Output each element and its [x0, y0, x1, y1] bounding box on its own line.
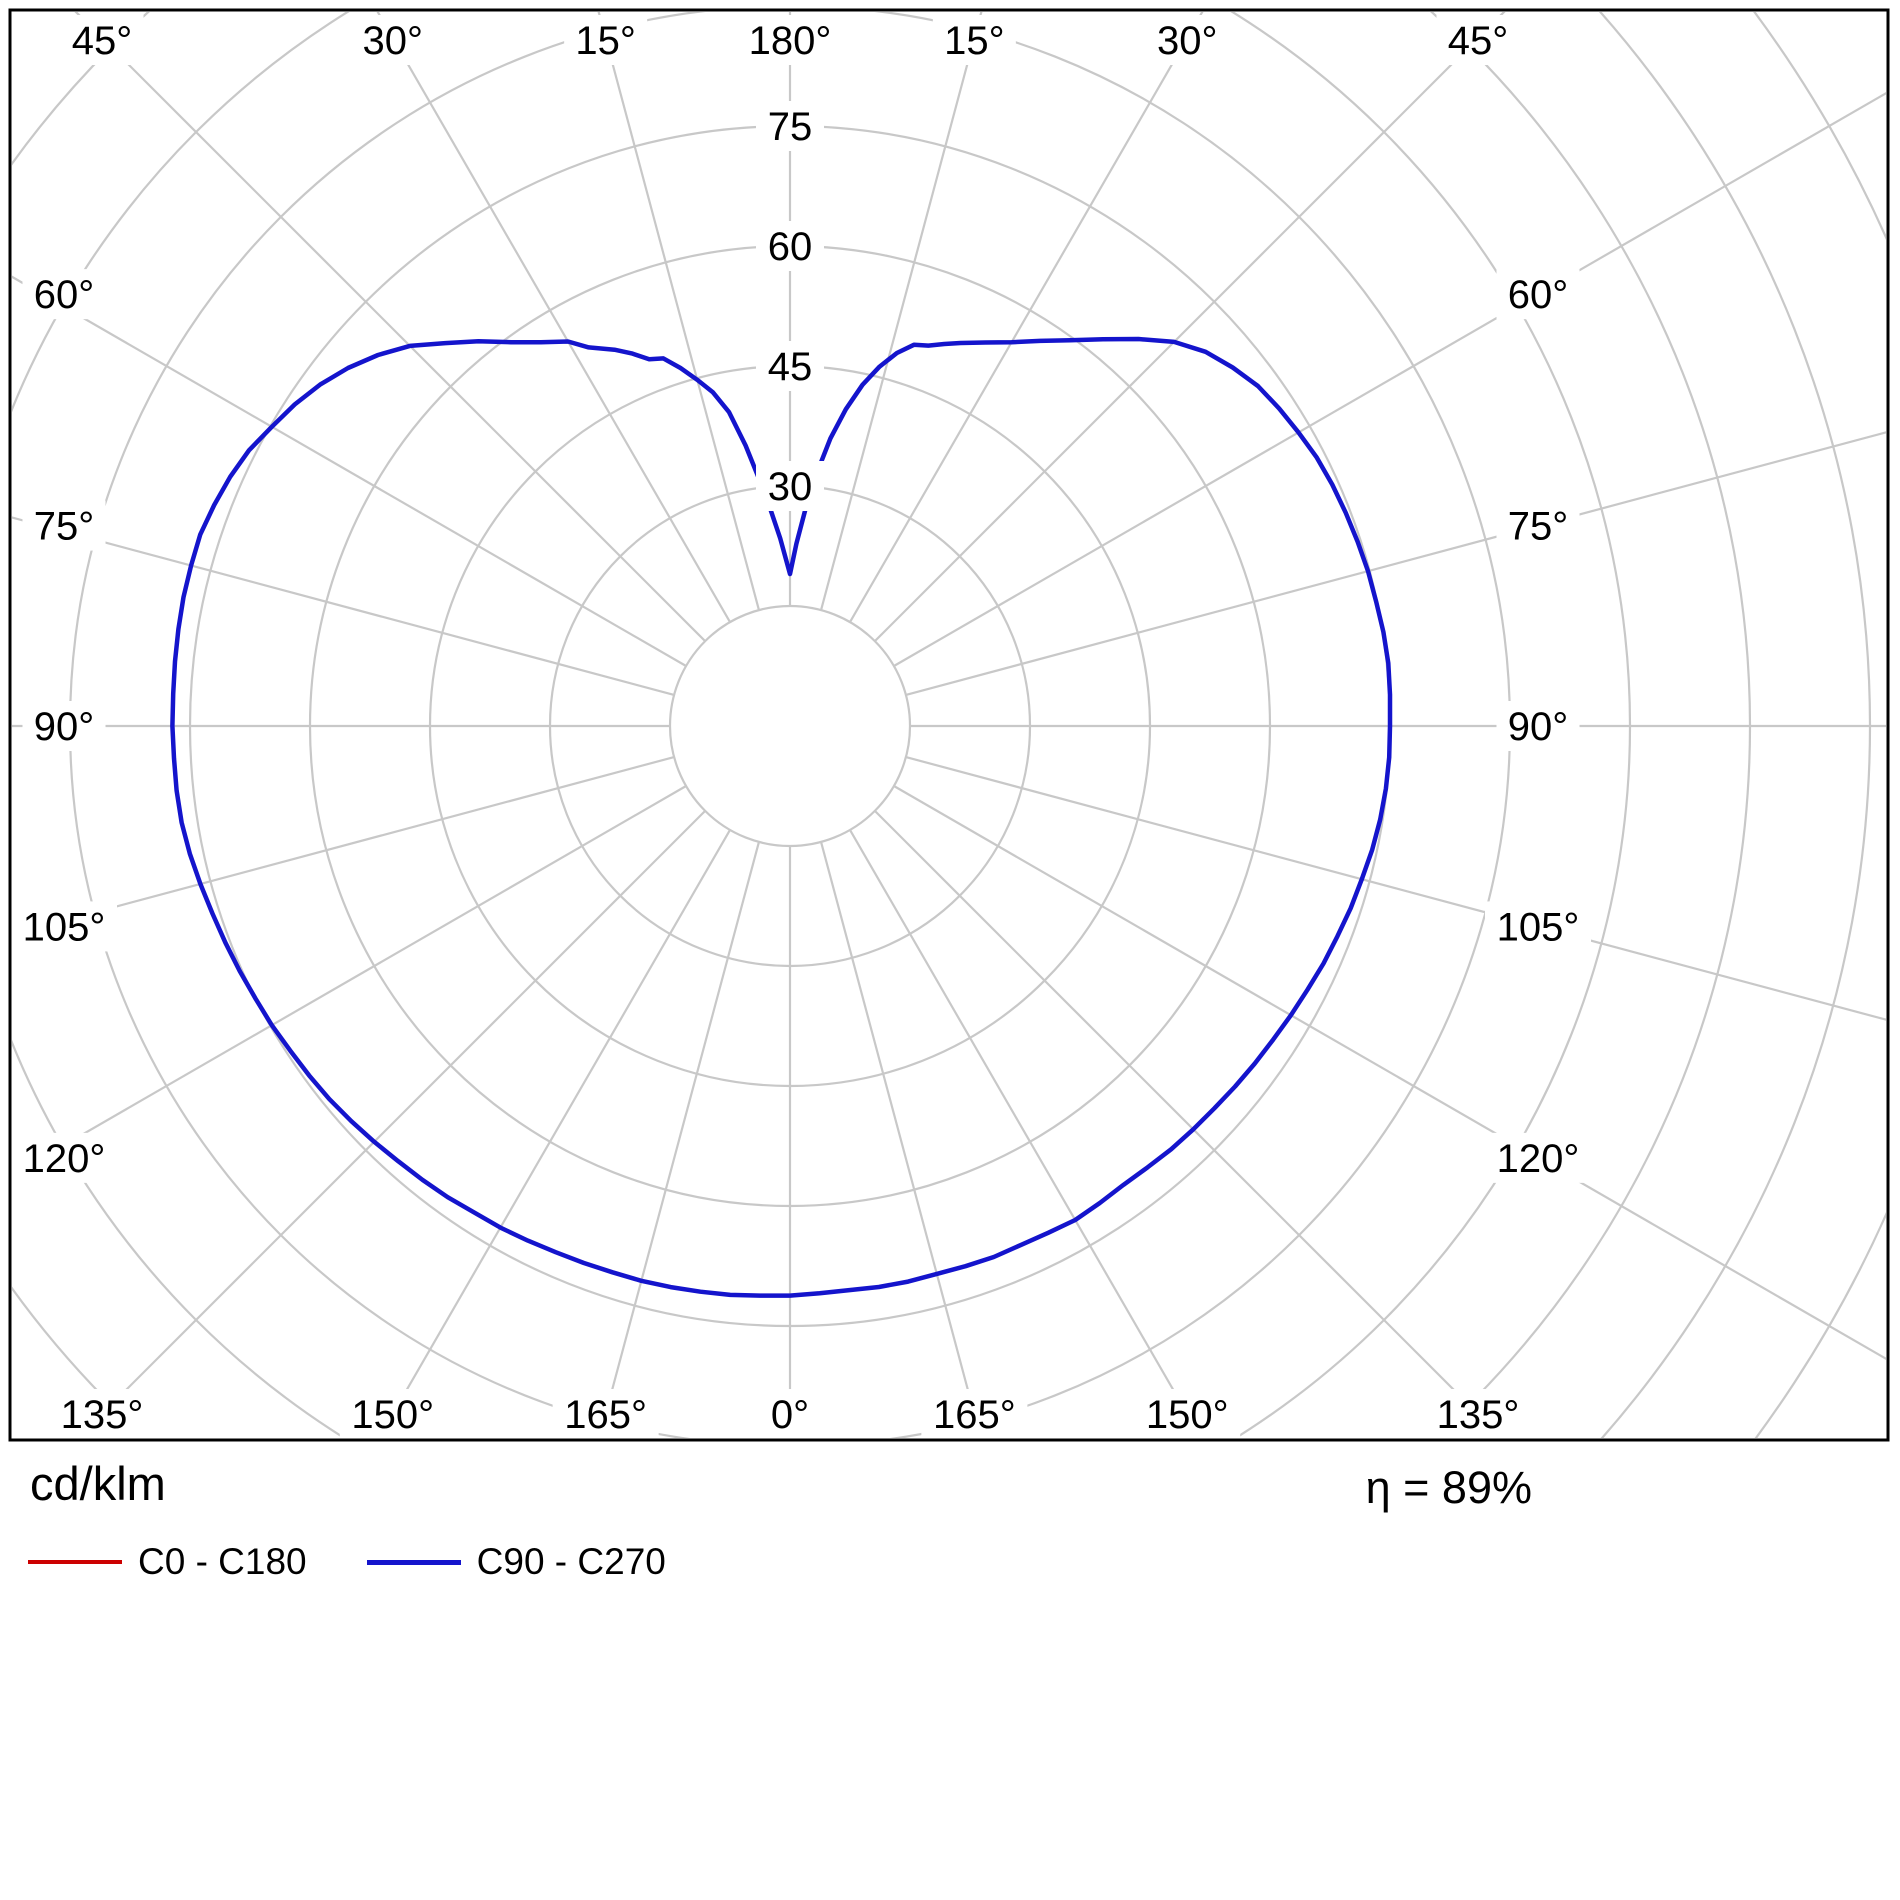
intensity-curve-c90-c270 — [170, 336, 1393, 1298]
svg-text:15°: 15° — [944, 19, 1005, 63]
svg-text:135°: 135° — [1437, 1393, 1520, 1437]
legend-line-c90-c270-icon — [366, 1559, 461, 1565]
polar-photometric-chart: 30 45 60 75 0° 15° 15° 30° 30° 45° 45° 60° 60° 75° 75°… — [8, 8, 1890, 1442]
svg-text:75: 75 — [768, 105, 813, 149]
svg-text:60°: 60° — [1508, 273, 1569, 317]
svg-text:75°: 75° — [1508, 505, 1569, 549]
efficiency-value: η = 89% — [1365, 1462, 1532, 1513]
legend: C0 - C180 C90 - C270 — [28, 1538, 666, 1586]
svg-text:30°: 30° — [1157, 19, 1218, 63]
legend-label-c90-c270: C90 - C270 — [476, 1541, 666, 1582]
plot-border — [8, 8, 1890, 1442]
legend-line-c0-c180-icon — [28, 1560, 122, 1564]
svg-text:15°: 15° — [575, 19, 636, 63]
radial-tick-labels: 30 45 60 75 — [756, 101, 824, 511]
svg-text:135°: 135° — [61, 1393, 144, 1437]
svg-text:105°: 105° — [1497, 905, 1580, 949]
svg-text:45: 45 — [768, 345, 813, 389]
svg-text:90°: 90° — [34, 705, 95, 749]
svg-text:45°: 45° — [72, 19, 133, 63]
svg-text:165°: 165° — [564, 1393, 647, 1437]
svg-text:30°: 30° — [363, 19, 424, 63]
polar-grid-spokes — [12, 12, 1886, 1438]
svg-text:75°: 75° — [34, 505, 95, 549]
svg-text:105°: 105° — [23, 905, 106, 949]
unit-label: cd/klm — [30, 1457, 166, 1510]
svg-text:120°: 120° — [1497, 1137, 1580, 1181]
svg-text:60°: 60° — [34, 273, 95, 317]
svg-text:0°: 0° — [771, 1393, 809, 1437]
svg-text:180°: 180° — [749, 19, 832, 63]
svg-text:30: 30 — [768, 465, 813, 509]
polar-grid-rings — [12, 12, 1886, 1438]
svg-text:150°: 150° — [351, 1393, 434, 1437]
svg-text:45°: 45° — [1448, 19, 1509, 63]
legend-label-c0-c180: C0 - C180 — [138, 1541, 307, 1582]
svg-text:150°: 150° — [1146, 1393, 1229, 1437]
svg-text:90°: 90° — [1508, 705, 1569, 749]
svg-text:120°: 120° — [23, 1137, 106, 1181]
angle-labels: 0° 15° 15° 30° 30° 45° 45° 60° 60° 75° 75° 90° 90° 10… — [11, 15, 1591, 1439]
svg-text:60: 60 — [768, 225, 813, 269]
svg-text:165°: 165° — [933, 1393, 1016, 1437]
